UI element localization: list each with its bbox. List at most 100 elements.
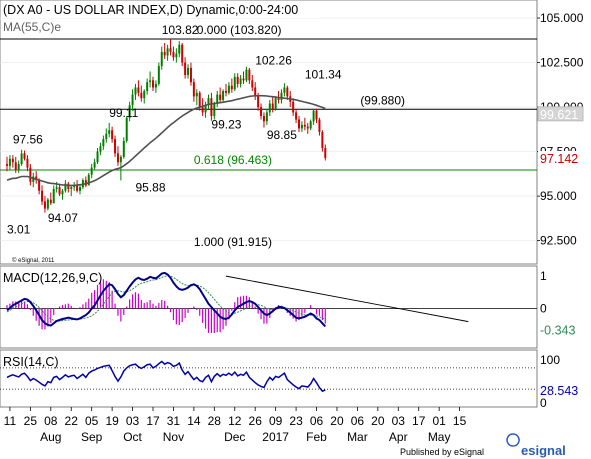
candle-body [306,126,309,129]
rsi-panel: RSI(14,C) 100 0 28.543 [0,349,583,410]
candle-body [157,66,160,84]
candle-body [175,53,178,58]
price-tags: 99.621 97.142 [537,106,584,166]
candle-body [152,80,154,88]
candle-body [154,83,157,88]
candle-body [245,69,248,81]
x-day-label: 19 [105,414,119,428]
macd-trendline [225,275,469,323]
candle-body [233,76,236,90]
x-day-label: 06 [310,414,324,428]
candle-body [187,67,190,76]
x-day-label: 06 [351,414,365,428]
candle-body [23,153,26,159]
price-annotation: 3.01 [7,223,31,237]
candle-body [67,183,70,189]
x-month-label: 2017 [262,430,289,444]
candle-body [76,185,79,191]
candle-body [227,85,230,93]
candle-body [128,105,131,118]
price-annotation: 0.618 (96.463) [194,153,272,167]
rsi-label: RSI(14,C) [3,355,59,369]
macd-tick-label: 0 [540,302,547,316]
candle-body [134,87,137,95]
candle-body [35,176,38,181]
candle-body [11,158,14,163]
x-day-label: 17 [146,414,160,428]
rsi-tag-box [538,382,583,397]
candle-body [32,176,35,182]
candle-body [137,87,140,93]
candle-body [198,92,201,108]
candle-body [116,153,119,163]
macd-panel-border [0,265,538,349]
candle-body [236,76,239,84]
price-tag-value: 99.621 [540,108,578,122]
candle-body [265,112,268,122]
price-panel: 97.56 94.07 99.11 95.88 103.820.000 (103.820… [0,0,584,265]
price-annotations: 97.56 94.07 99.11 95.88 103.820.000 (103.820… [7,23,405,249]
candle-body [105,133,108,140]
candle-body [242,78,245,81]
price-panel-border [0,0,538,265]
candle-body [268,103,271,113]
price-tag-value: 97.142 [540,152,578,166]
price-tick-label: 95.000 [540,189,577,203]
candle-body [26,158,29,168]
candle-body [93,162,96,168]
rsi-tag-value: 28.543 [540,384,578,398]
title-backdrop [1,1,321,18]
ma-label: MA(55,C)e [3,20,61,34]
price-annotation: 101.34 [305,68,342,82]
candle-body [14,162,17,170]
candle-body [29,167,32,182]
x-day-label: 03 [126,414,140,428]
candle-body [79,187,81,191]
rsi-panel-border [0,349,538,408]
x-day-label: 14 [187,414,201,428]
x-day-label: 25 [24,414,38,428]
price-annotation: 0.000 (103.820) [197,23,282,37]
candle-body [114,139,117,154]
x-day-label: 03 [392,414,406,428]
price-annotation: 1.000 (91.915) [194,235,272,249]
x-month-label: Feb [306,430,327,444]
x-day-label: 28 [208,414,222,428]
rsi-value-tag: 28.543 [538,382,583,398]
candle-body [207,98,210,106]
candle-body [251,80,254,88]
candle-body [286,87,289,97]
price-tick-label: 92.500 [540,234,577,248]
candle-body [140,92,143,99]
candle-body [52,188,55,204]
esignal-logo-text: esignal [521,443,566,458]
x-month-label: May [428,430,451,444]
candle-body [6,164,8,166]
candle-body [271,103,274,109]
candle-body [318,119,321,132]
candle-body [292,101,295,113]
price-annotation: 102.26 [255,53,292,67]
macd-tick-label: 1 [540,269,547,283]
candle-body [149,80,152,83]
x-day-label: 12 [228,414,242,428]
candle-body [189,67,192,83]
candle-body [213,103,216,116]
candle-body [277,98,280,100]
macd-y-axis: 10 [540,269,547,316]
candle-body [90,167,93,175]
candlesticks [6,39,327,213]
candle-body [20,153,23,165]
candle-body [210,98,213,116]
candle-body [312,110,315,122]
candle-body [119,156,122,163]
candle-body [192,82,195,97]
published-by-text: Published by eSignal [400,447,484,457]
x-month-label: Apr [389,430,408,444]
candle-body [64,183,67,191]
x-day-label: 26 [249,414,263,428]
candle-body [87,174,90,186]
price-annotation: 98.85 [267,128,297,142]
x-day-label: 01 [432,414,446,428]
